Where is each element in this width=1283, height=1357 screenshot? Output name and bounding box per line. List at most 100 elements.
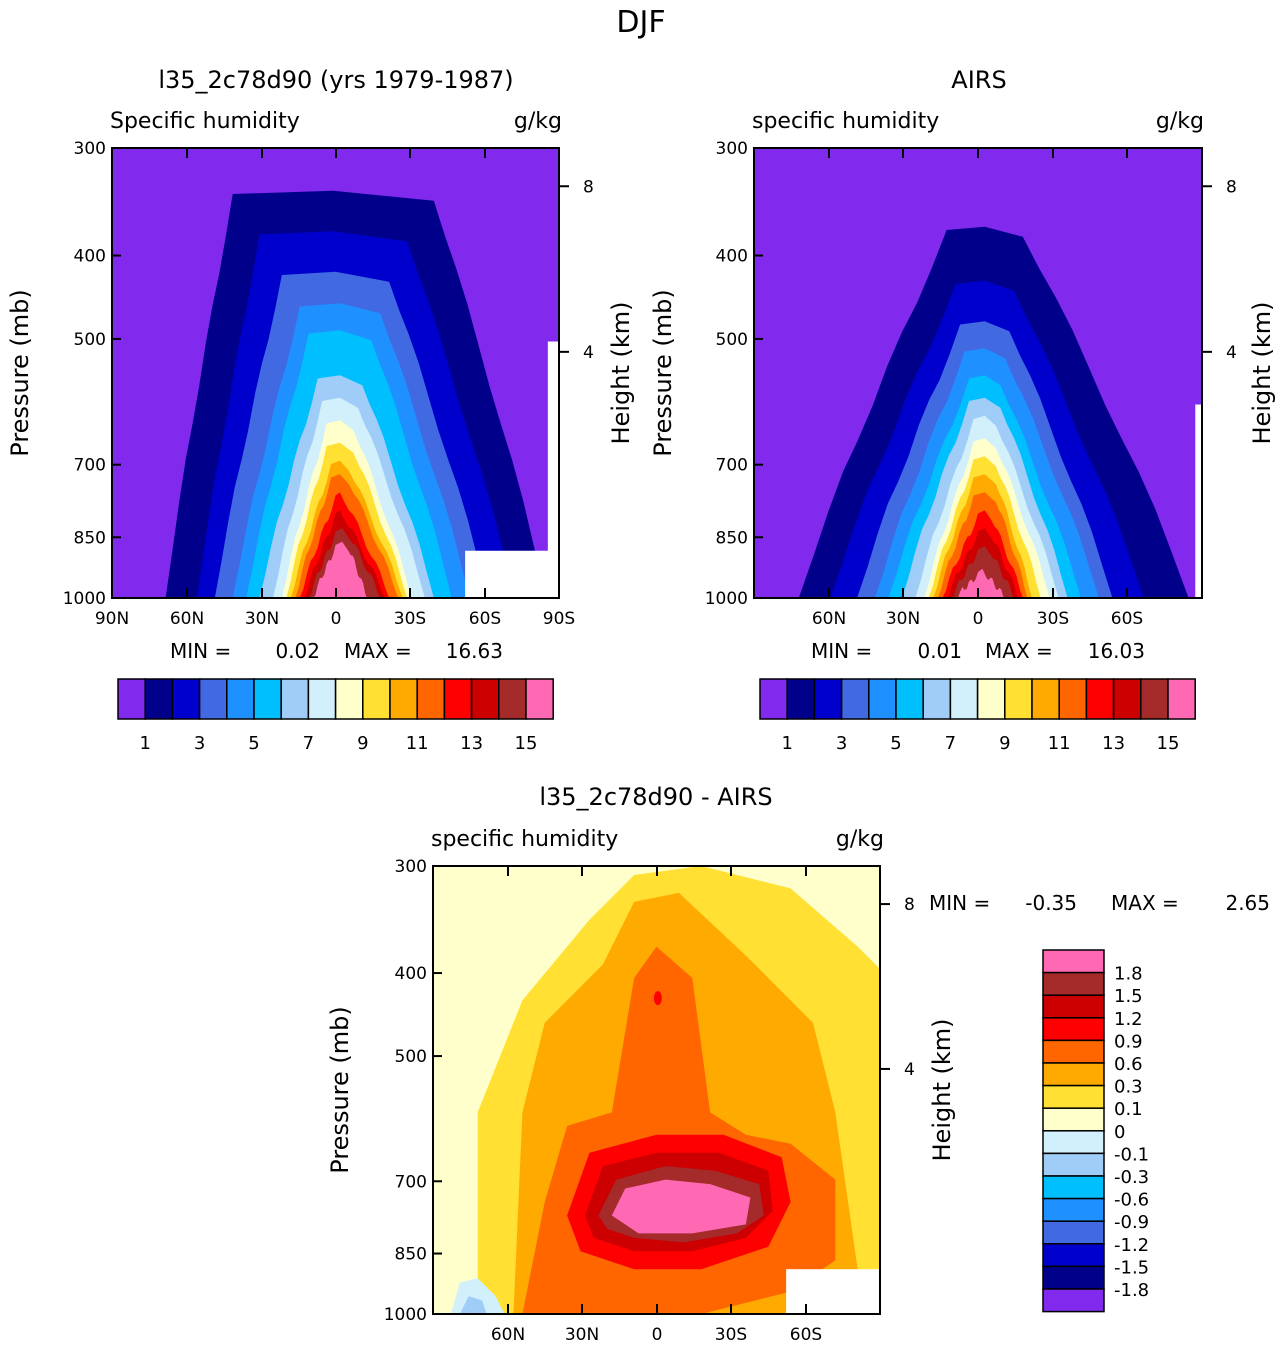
colorbar-box <box>1004 678 1033 720</box>
colorbar-box <box>759 678 788 720</box>
panel-diff-raxis: 84 <box>880 895 915 1080</box>
colorbar-box <box>1042 1265 1105 1290</box>
colorbar-label: -1.2 <box>1114 1235 1149 1256</box>
colorbar-label: 1 <box>139 733 150 754</box>
y-tick-label: 700 <box>395 1172 427 1192</box>
y-tick-label: 850 <box>716 528 748 548</box>
panel-airs-xaxis: 60N 30N 0 30S 60S <box>812 148 1143 629</box>
colorbar-box <box>1042 1107 1105 1132</box>
panel-model-colorbar: 1 3 5 7 9 11 13 15 <box>117 678 554 754</box>
x-tick-label: 90N <box>95 609 129 629</box>
colorbar-label: 1.8 <box>1114 964 1143 985</box>
panel-model-ylabel: Pressure (mb) <box>6 289 34 456</box>
colorbar-box <box>1042 994 1105 1019</box>
x-tick-label: 30N <box>565 1325 599 1345</box>
y-tick-label: 500 <box>716 330 748 350</box>
panel-diff-title: l35_2c78d90 - AIRS <box>539 783 772 811</box>
panel-airs-left-string: specific humidity <box>752 109 939 134</box>
colorbar-box <box>117 678 146 720</box>
colorbar-label: -0.1 <box>1114 1144 1149 1165</box>
panel-model-right-string: g/kg <box>514 109 562 134</box>
x-tick-label: 30N <box>886 609 920 629</box>
panel-airs-ylabel-right: Height (km) <box>1248 302 1276 445</box>
panel-diff-min-label: MIN = <box>929 891 990 915</box>
right-tick-label: 8 <box>1226 177 1237 197</box>
colorbar-label: 5 <box>248 733 259 754</box>
y-tick-label: 700 <box>716 456 748 476</box>
y-tick-label: 1000 <box>384 1305 427 1325</box>
panel-model-max-value: 16.63 <box>446 639 503 663</box>
panel-airs-right-string: g/kg <box>1156 109 1204 134</box>
colorbar-label: 1.2 <box>1114 1009 1143 1030</box>
panel-model-max-label: MAX = <box>344 639 412 663</box>
x-tick-label: 30S <box>1037 609 1069 629</box>
colorbar-box <box>1042 1084 1105 1109</box>
panel-diff-ylabel-right: Height (km) <box>928 1019 956 1162</box>
panel-airs-title: AIRS <box>951 66 1006 94</box>
panel-diff-ylabel: Pressure (mb) <box>326 1006 354 1173</box>
y-tick-label: 300 <box>716 139 748 159</box>
y-tick-label: 850 <box>395 1245 427 1265</box>
colorbar-box <box>334 678 364 720</box>
colorbar-box <box>1042 1152 1105 1177</box>
colorbar-label: 0.9 <box>1114 1031 1143 1052</box>
panel-diff-max-value: 2.65 <box>1225 891 1270 915</box>
y-tick-label: 500 <box>395 1047 427 1067</box>
colorbar-box <box>976 678 1006 720</box>
panel-diff-xaxis: 60N 30N 0 30S 60S <box>491 866 822 1345</box>
x-tick-label: 60S <box>469 609 501 629</box>
colorbar-label: 3 <box>836 733 847 754</box>
colorbar-box <box>1042 971 1105 996</box>
colorbar-box <box>280 678 310 720</box>
panel-model-field <box>112 148 559 598</box>
x-tick-label: 60N <box>491 1325 525 1345</box>
x-tick-label: 30S <box>715 1325 747 1345</box>
panel-diff-yaxis: 300 400 500 700 850 1000 <box>384 857 442 1325</box>
colorbar-box <box>949 678 979 720</box>
colorbar-label: 13 <box>460 733 483 754</box>
x-tick-label: 60N <box>170 609 204 629</box>
colorbar-box <box>226 678 255 720</box>
band-neg-0.3 <box>459 1296 487 1314</box>
figure-title: DJF <box>616 5 665 40</box>
colorbar-label: 1.5 <box>1114 986 1143 1007</box>
y-tick-label: 1000 <box>705 589 748 609</box>
panel-airs-max-value: 16.03 <box>1088 639 1145 663</box>
colorbar-box <box>1042 1039 1105 1064</box>
panel-model-raxis: 84 <box>559 177 594 363</box>
y-tick-label: 500 <box>74 330 106 350</box>
colorbar-label: 7 <box>303 733 314 754</box>
colorbar-box <box>498 678 527 720</box>
colorbar-box <box>1112 678 1142 720</box>
panel-model: l35_2c78d90 (yrs 1979-1987) Specific hum… <box>6 66 635 754</box>
panel-airs-min-value: 0.01 <box>917 639 962 663</box>
panel-airs-raxis: 84 <box>1202 177 1237 363</box>
y-tick-label: 300 <box>395 857 427 877</box>
right-tick-label: 4 <box>1226 343 1237 363</box>
panel-diff-left-string: specific humidity <box>431 827 618 852</box>
colorbar-box <box>362 678 391 720</box>
colorbar-box <box>171 678 201 720</box>
colorbar-box <box>1140 678 1169 720</box>
panel-diff-right-string: g/kg <box>836 827 884 852</box>
contour-band-15 <box>313 541 367 598</box>
missing-data <box>1195 404 1202 598</box>
missing-data <box>786 1269 880 1314</box>
colorbar-box <box>1042 1243 1105 1268</box>
colorbar-label: 15 <box>515 733 538 754</box>
x-tick-label: 30S <box>394 609 426 629</box>
colorbar-label: 0.3 <box>1114 1077 1143 1098</box>
colorbar-label: 11 <box>406 733 429 754</box>
colorbar-label: -1.5 <box>1114 1257 1149 1278</box>
band-0.9-spot <box>653 991 662 1006</box>
right-tick-label: 4 <box>583 343 594 363</box>
y-tick-label: 400 <box>395 964 427 984</box>
colorbar-label: 0.1 <box>1114 1099 1143 1120</box>
y-tick-label: 400 <box>74 247 106 267</box>
panel-model-yaxis: 300 400 500 700 850 1000 <box>63 139 121 609</box>
colorbar-box <box>1042 1288 1105 1313</box>
panel-diff-max-label: MAX = <box>1111 891 1179 915</box>
colorbar-box <box>1058 678 1088 720</box>
colorbar-box <box>443 678 473 720</box>
